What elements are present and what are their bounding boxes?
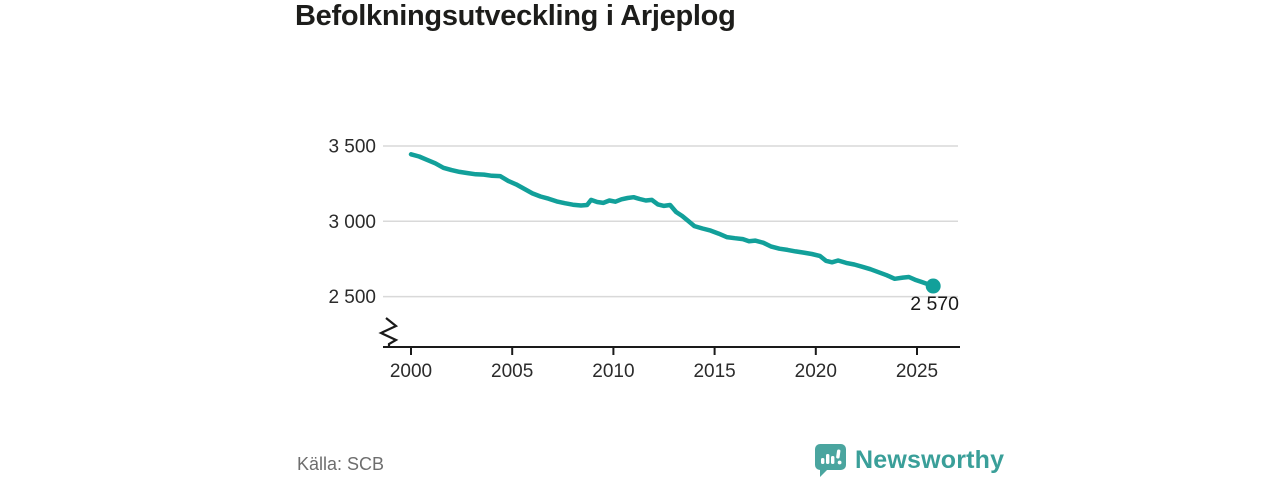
x-tick-label: 2005 xyxy=(491,361,533,382)
source-label: Källa: SCB xyxy=(297,454,385,474)
axis-break-zigzag-icon xyxy=(378,317,399,347)
x-tick-label: 2025 xyxy=(896,361,938,382)
y-tick-label: 3 000 xyxy=(328,212,376,233)
last-value-dot xyxy=(925,278,941,294)
x-tick-label: 2020 xyxy=(795,361,837,382)
brand-name: Newsworthy xyxy=(855,445,1005,474)
population-line-series xyxy=(408,152,936,289)
bubble-shape xyxy=(815,444,846,477)
brand-logo: Newsworthy xyxy=(814,443,1004,477)
chart-title: Befolkningsutveckling i Arjeplog xyxy=(295,0,736,32)
last-value-label: 2 570 xyxy=(910,293,959,315)
x-tick-label: 2015 xyxy=(693,361,735,382)
x-tick-label: 2010 xyxy=(592,361,634,382)
newsworthy-bubble-barchart-icon xyxy=(815,444,846,477)
y-tick-label: 2 500 xyxy=(328,287,376,308)
y-tick-label: 3 500 xyxy=(328,137,376,158)
x-tick-label: 2000 xyxy=(390,361,432,382)
